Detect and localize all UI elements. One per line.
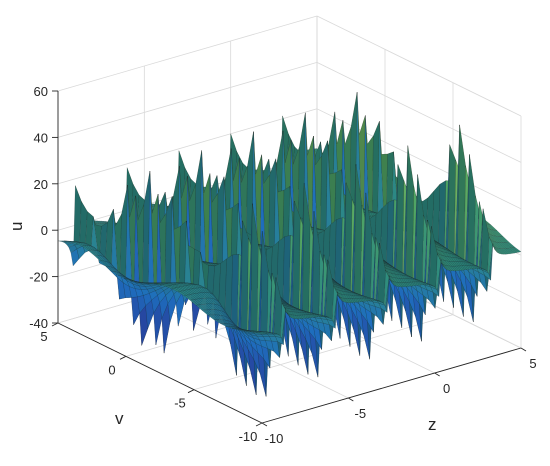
u-axis-label: u	[7, 222, 26, 231]
v-tick-label: 0	[108, 362, 115, 377]
z-tick	[261, 422, 268, 427]
v-tick	[255, 422, 263, 427]
grid-line	[316, 62, 522, 163]
z-tick-label: -10	[265, 431, 284, 446]
v-tick-label: -5	[174, 396, 186, 411]
z-tick	[434, 372, 440, 377]
grid-line	[316, 15, 522, 117]
z-tick-label: 5	[529, 356, 536, 371]
z-tick-label: -5	[355, 406, 367, 421]
u-tick-label: 60	[34, 84, 48, 99]
v-tick	[51, 322, 59, 327]
z-tick-label: 0	[443, 381, 450, 396]
u-tick-label: 20	[34, 177, 48, 192]
v-tick-label: -10	[239, 429, 258, 444]
v-axis-label: v	[115, 409, 124, 428]
grid-line	[316, 108, 522, 210]
u-tick-label: 40	[34, 130, 48, 145]
surface	[57, 92, 522, 397]
v-tick	[187, 389, 195, 394]
u-tick-label: -40	[29, 316, 48, 331]
grid-line	[57, 15, 318, 92]
u-tick-label: -20	[29, 270, 48, 285]
v-tick	[119, 355, 127, 360]
z-axis-line	[261, 347, 522, 424]
v-tick-label: 5	[40, 329, 47, 344]
z-tick	[520, 347, 527, 352]
u-tick-label: 0	[41, 223, 48, 238]
z-tick	[348, 397, 354, 402]
grid-line	[57, 62, 318, 138]
grid-line	[57, 108, 318, 185]
z-axis-label: z	[428, 415, 437, 434]
